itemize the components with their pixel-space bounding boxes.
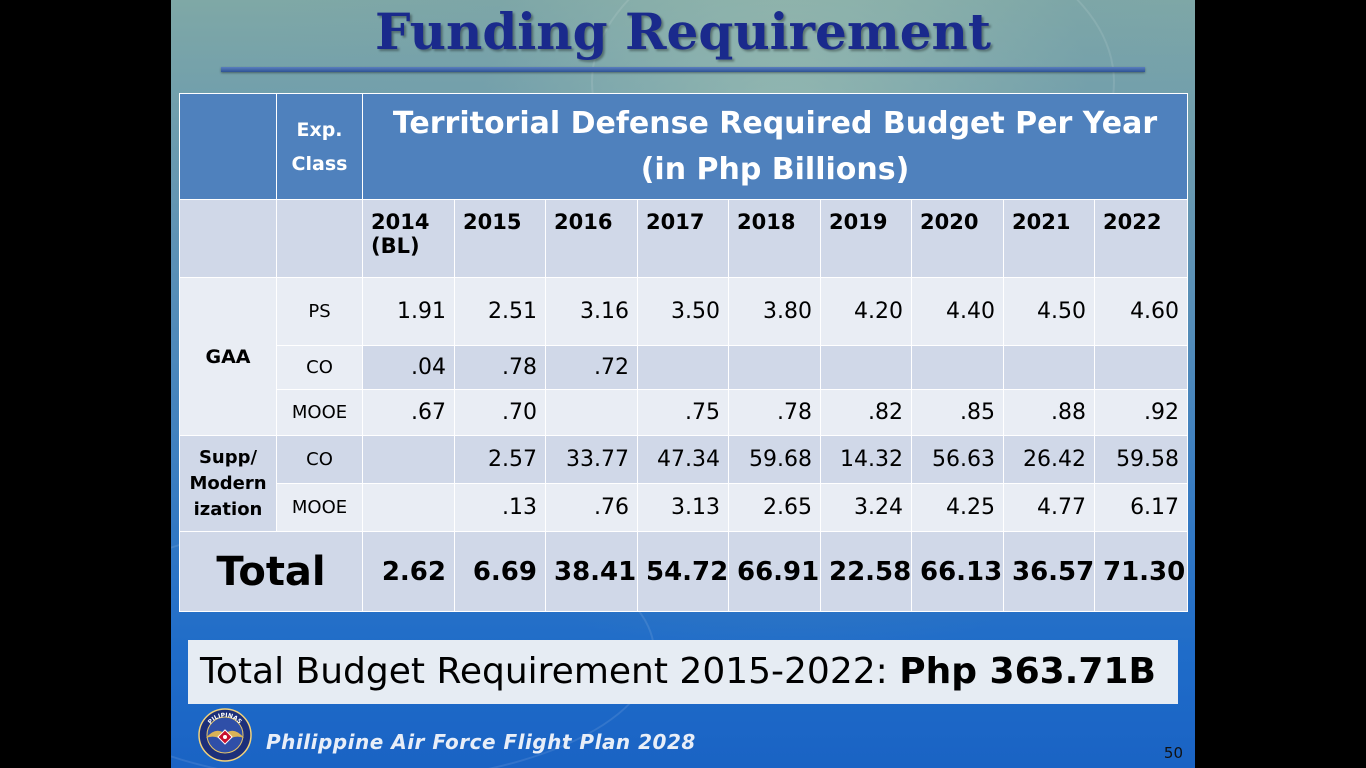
summary-amount: Php 363.71B: [899, 651, 1156, 692]
year-cell: 2018: [728, 199, 821, 278]
value-cell: .72: [545, 345, 638, 390]
total-cell: 66.13: [911, 531, 1004, 612]
value-cell: .85: [911, 389, 1004, 436]
value-cell: 4.25: [911, 483, 1004, 532]
footer-text: Philippine Air Force Flight Plan 2028: [266, 730, 696, 754]
header-empty-cell: [179, 93, 277, 200]
budget-header-line1: Territorial Defense Required Budget Per …: [392, 105, 1158, 141]
total-cell: 2.62: [362, 531, 455, 612]
value-cell: [545, 389, 638, 436]
value-cell: [362, 435, 455, 484]
year-cell: 2016: [545, 199, 638, 278]
exp-class-cell: MOOE: [276, 389, 363, 436]
value-cell: [728, 345, 821, 390]
year-cell: 2017: [637, 199, 729, 278]
value-cell: .04: [362, 345, 455, 390]
group-label-gaa: GAA: [179, 277, 277, 436]
total-cell: 66.91: [728, 531, 821, 612]
value-cell: .92: [1093, 389, 1189, 436]
value-cell: 1.91: [362, 277, 455, 346]
year-cell: 2022: [1093, 199, 1189, 278]
value-cell: 2.51: [454, 277, 546, 346]
exp-class-cell: MOOE: [276, 483, 363, 532]
year-empty-cell: [179, 199, 277, 278]
value-cell: 6.17: [1093, 483, 1189, 532]
exp-class-cell: CO: [276, 435, 363, 484]
value-cell: [637, 345, 729, 390]
value-cell: [911, 345, 1004, 390]
total-cell: 38.41: [545, 531, 638, 612]
value-cell: 4.20: [820, 277, 912, 346]
year-empty-cell: [276, 199, 363, 278]
value-cell: [1003, 345, 1095, 390]
value-cell: .76: [545, 483, 638, 532]
value-cell: 4.77: [1003, 483, 1095, 532]
value-cell: [1093, 345, 1189, 390]
value-cell: 47.34: [637, 435, 729, 484]
table-row: CO .04 .78 .72: [180, 345, 1189, 390]
value-cell: 2.65: [728, 483, 821, 532]
exp-class-cell: PS: [276, 277, 363, 346]
value-cell: [362, 483, 455, 532]
year-cell: 2019: [820, 199, 912, 278]
total-cell: 54.72: [637, 531, 729, 612]
year-cell: 2014 (BL): [362, 199, 455, 278]
total-row: Total 2.62 6.69 38.41 54.72 66.91 22.58 …: [179, 531, 1189, 612]
summary-label: Total Budget Requirement 2015-2022:: [200, 651, 900, 692]
value-cell: 33.77: [545, 435, 638, 484]
value-cell: 4.40: [911, 277, 1004, 346]
value-cell: 14.32: [820, 435, 912, 484]
year-cell: 2015: [454, 199, 546, 278]
value-cell: .67: [362, 389, 455, 436]
value-cell: 3.24: [820, 483, 912, 532]
year-cell: 2021: [1003, 199, 1095, 278]
value-cell: 3.50: [637, 277, 729, 346]
value-cell: .75: [637, 389, 729, 436]
slide-title: Funding Requirement: [375, 2, 991, 61]
value-cell: .78: [728, 389, 821, 436]
year-row: 2014 (BL) 2015 2016 2017 2018 2019 2020 …: [179, 199, 1189, 278]
summary-box: Total Budget Requirement 2015-2022: Php …: [188, 640, 1178, 704]
total-cell: 71.30: [1093, 531, 1189, 612]
total-cell: 36.57: [1003, 531, 1095, 612]
value-cell: .70: [454, 389, 546, 436]
value-cell: .13: [454, 483, 546, 532]
total-cell: 6.69: [454, 531, 546, 612]
budget-header: Territorial Defense Required Budget Per …: [361, 93, 1189, 200]
table-row: GAA PS 1.91 2.51 3.16 3.50 3.80 4.20 4.4…: [179, 277, 1189, 436]
budget-table: Exp. Class Territorial Defense Required …: [179, 93, 1189, 612]
budget-header-line2: (in Php Billions): [640, 151, 910, 187]
value-cell: .82: [820, 389, 912, 436]
value-cell: 3.16: [545, 277, 638, 346]
year-cell: 2020: [911, 199, 1004, 278]
page-number: 50: [1163, 744, 1183, 762]
value-cell: [820, 345, 912, 390]
exp-class-header: Exp. Class: [276, 93, 363, 200]
value-cell: 56.63: [911, 435, 1004, 484]
value-cell: .88: [1003, 389, 1095, 436]
table-header-row: Exp. Class Territorial Defense Required …: [179, 93, 1189, 200]
exp-class-cell: CO: [276, 345, 363, 390]
total-label: Total: [179, 531, 363, 612]
group-label-supp: Supp/ Modern ization: [179, 435, 277, 532]
value-cell: 4.60: [1093, 277, 1189, 346]
air-force-seal-icon: PILIPINAS: [198, 708, 252, 762]
value-cell: 59.58: [1093, 435, 1189, 484]
total-cell: 22.58: [820, 531, 912, 612]
table-row: Supp/ Modern ization CO 2.57 33.77 47.34…: [179, 435, 1189, 532]
value-cell: 4.50: [1003, 277, 1095, 346]
value-cell: .78: [454, 345, 546, 390]
value-cell: 3.13: [637, 483, 729, 532]
table-row: MOOE .13 .76 3.13 2.65 3.24 4.25 4.77 6.…: [180, 483, 1189, 532]
value-cell: 3.80: [728, 277, 821, 346]
value-cell: 26.42: [1003, 435, 1095, 484]
table-row: MOOE .67 .70 .75 .78 .82 .85 .88 .92: [180, 389, 1189, 436]
title-underline: [221, 67, 1145, 72]
value-cell: 2.57: [454, 435, 546, 484]
value-cell: 59.68: [728, 435, 821, 484]
slide: Funding Requirement Exp. Class Territori…: [171, 0, 1195, 768]
